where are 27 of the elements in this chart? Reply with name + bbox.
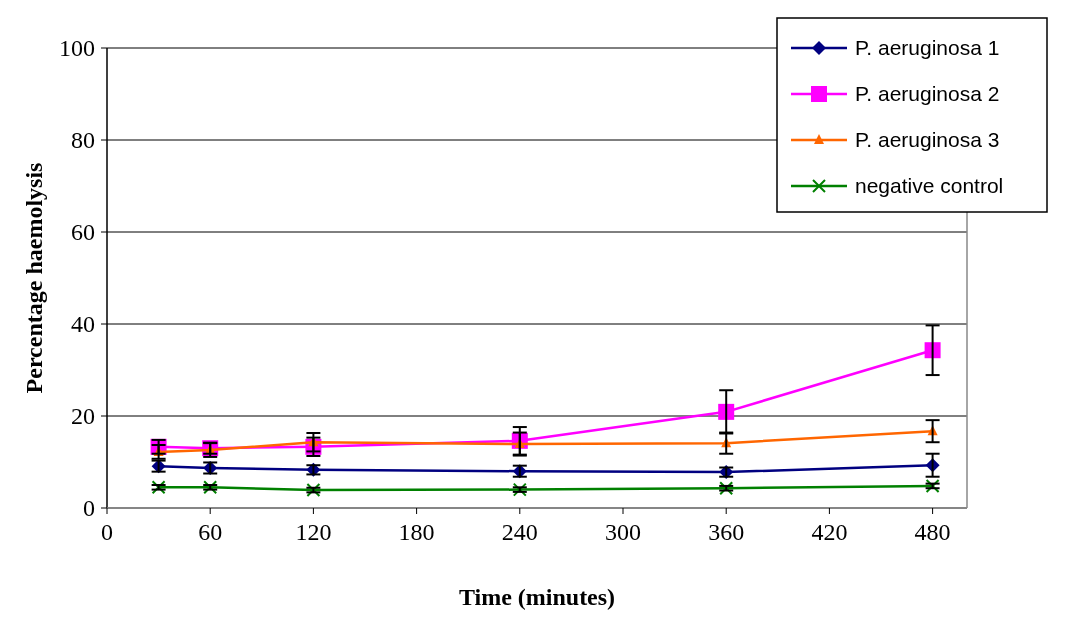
- x-tick-label: 240: [501, 519, 538, 545]
- x-tick-label: 120: [295, 519, 332, 545]
- x-tick-label: 420: [811, 519, 848, 545]
- legend-label: P. aeruginosa 1: [855, 36, 1000, 60]
- x-tick-label: 180: [398, 519, 435, 545]
- x-tick-label: 60: [198, 519, 223, 545]
- x-tick-label: 360: [708, 519, 745, 545]
- point: [925, 478, 940, 493]
- y-tick-label: 40: [71, 311, 95, 338]
- legend-label: negative control: [855, 174, 1004, 198]
- y-axis-title: Percentage haemolysis: [21, 162, 47, 394]
- y-tick-label: 100: [59, 35, 95, 62]
- legend-label: P. aeruginosa 2: [855, 82, 1000, 106]
- x-tick-label: 300: [605, 519, 641, 545]
- y-tick-label: 20: [71, 403, 95, 430]
- point: [306, 483, 321, 498]
- point: [512, 482, 527, 497]
- x-tick-label: 0: [101, 519, 113, 545]
- point: [719, 481, 734, 496]
- y-tick-label: 60: [71, 219, 95, 246]
- y-tick-label: 80: [71, 127, 95, 154]
- y-tick-label: 0: [83, 495, 95, 522]
- x-tick-label: 480: [914, 519, 951, 545]
- legend-label: P. aeruginosa 3: [855, 128, 1000, 152]
- point: [203, 480, 218, 495]
- point: [151, 480, 166, 495]
- x-axis-title: Time (minutes): [458, 584, 616, 610]
